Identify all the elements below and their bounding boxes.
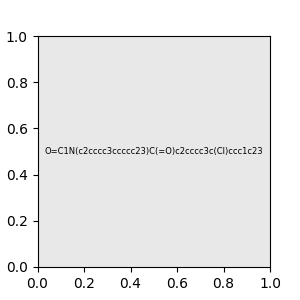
Text: O=C1N(c2cccc3ccccc23)C(=O)c2cccc3c(Cl)ccc1c23: O=C1N(c2cccc3ccccc23)C(=O)c2cccc3c(Cl)cc… <box>44 147 263 156</box>
